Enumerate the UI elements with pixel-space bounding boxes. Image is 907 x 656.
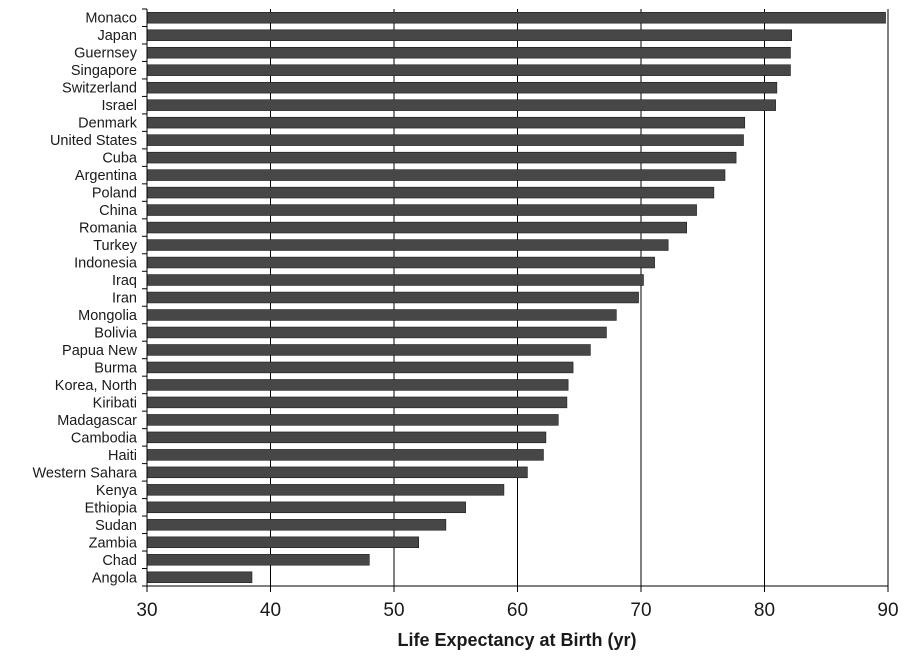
bar-guernsey — [146, 46, 791, 59]
category-label: Bolivia — [94, 325, 138, 341]
category-label: Ethiopia — [85, 500, 138, 516]
category-label: Madagascar — [57, 413, 137, 429]
bar-zambia — [146, 536, 420, 549]
category-label: Poland — [92, 186, 137, 202]
bar-japan — [146, 29, 792, 41]
category-label: Zambia — [89, 535, 138, 551]
bar-argentina — [146, 169, 726, 181]
category-label: Israel — [102, 98, 137, 114]
x-tick-label: 60 — [507, 600, 528, 621]
bar-chad — [146, 554, 370, 566]
bar-papua-new — [146, 344, 591, 356]
bar-madagascar — [146, 414, 559, 426]
bar-united-states — [146, 134, 744, 146]
category-label: Western Sahara — [32, 465, 137, 481]
bars — [146, 12, 886, 583]
bar-denmark — [146, 116, 746, 129]
bar-switzerland — [146, 81, 778, 94]
category-label: Haiti — [108, 448, 137, 464]
category-label: Kenya — [96, 483, 138, 499]
axes — [142, 8, 889, 592]
bar-israel — [146, 99, 776, 111]
bar-ethiopia — [146, 501, 466, 514]
category-label: Switzerland — [62, 81, 137, 97]
category-label: Argentina — [75, 168, 138, 184]
category-label: Monaco — [85, 11, 137, 27]
category-label: Denmark — [78, 116, 138, 132]
x-axis-title: Life Expectancy at Birth (yr) — [397, 630, 636, 650]
x-tick-label: 80 — [754, 600, 775, 621]
category-labels: MonacoJapanGuernseySingaporeSwitzerlandI… — [32, 11, 137, 587]
bar-iraq — [146, 274, 644, 286]
category-label: Papua New — [62, 343, 137, 359]
bar-angola — [146, 571, 253, 583]
bar-kenya — [146, 484, 505, 496]
x-tick-label: 50 — [383, 600, 404, 621]
category-label: Cambodia — [71, 430, 138, 446]
bar-turkey — [146, 239, 669, 251]
category-label: Romania — [79, 221, 138, 237]
category-label: Indonesia — [74, 256, 138, 272]
bar-western-sahara — [146, 466, 528, 479]
x-tick-label: 70 — [630, 600, 651, 621]
category-label: Korea, North — [55, 378, 137, 394]
bar-korea-north — [146, 379, 569, 391]
bar-monaco — [146, 12, 886, 24]
bar-burma — [146, 361, 574, 374]
category-label: Guernsey — [74, 46, 138, 62]
x-tick-label: 30 — [136, 600, 157, 621]
bar-bolivia — [146, 326, 607, 339]
category-label: Iraq — [112, 273, 137, 289]
category-label: United States — [50, 133, 137, 149]
category-label: Chad — [102, 553, 137, 569]
bar-haiti — [146, 449, 544, 461]
bar-cambodia — [146, 431, 547, 444]
bar-china — [146, 204, 697, 216]
x-tick-labels: 30 40 50 60 70 80 90 — [136, 600, 898, 621]
x-tick-label: 90 — [877, 600, 898, 621]
category-label: Kiribati — [93, 395, 137, 411]
category-label: Iran — [112, 291, 137, 307]
category-label: Turkey — [93, 238, 138, 254]
bar-cuba — [146, 151, 737, 164]
category-label: China — [99, 203, 138, 219]
category-label: Singapore — [71, 63, 137, 79]
bar-mongolia — [146, 309, 617, 321]
category-label: Sudan — [95, 518, 137, 534]
bar-poland — [146, 186, 715, 199]
x-tick-label: 40 — [260, 600, 281, 621]
category-label: Mongolia — [78, 308, 138, 324]
bar-singapore — [146, 64, 791, 76]
bar-iran — [146, 291, 639, 304]
bar-kiribati — [146, 396, 568, 409]
category-label: Angola — [92, 570, 138, 586]
bar-sudan — [146, 519, 447, 531]
category-label: Japan — [97, 28, 137, 44]
category-label: Cuba — [102, 151, 138, 167]
bar-indonesia — [146, 256, 655, 269]
category-label: Burma — [94, 360, 138, 376]
bar-romania — [146, 221, 687, 234]
